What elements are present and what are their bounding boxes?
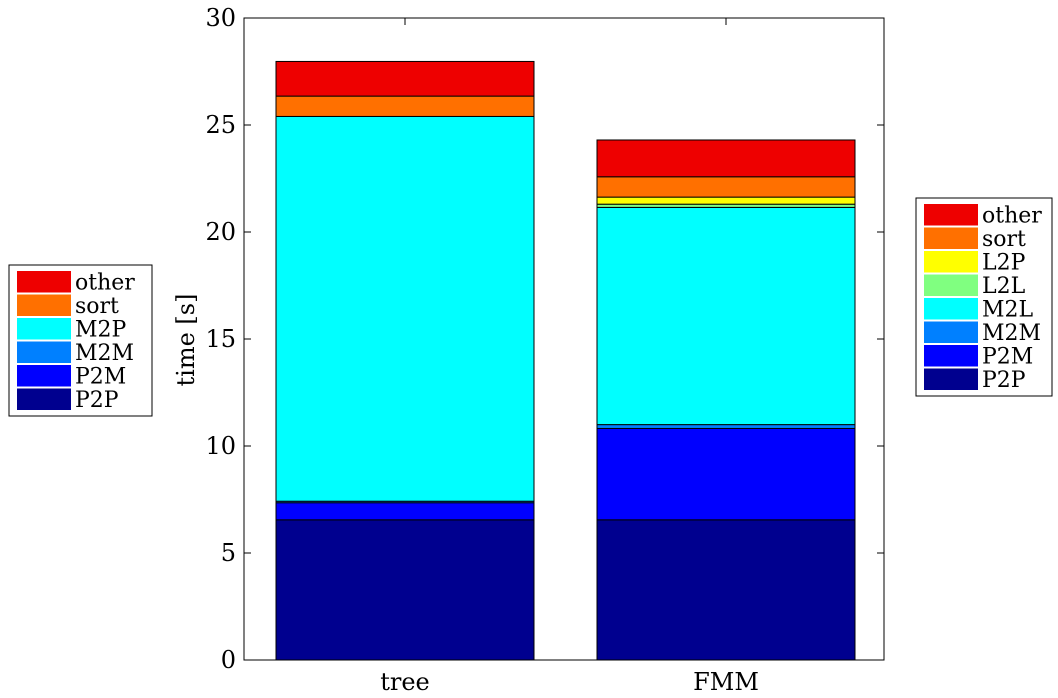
bar-segment-fmm-p2p: [596, 519, 856, 661]
legend-label-sort: sort: [982, 227, 1026, 252]
y-tick-label: 10: [205, 432, 236, 460]
axes: 0 5 10 15 20 25 30 tree FMM: [205, 4, 884, 696]
bar-segment-fmm-other: [596, 139, 856, 178]
legend-swatch-p2m: [17, 365, 71, 387]
legend-swatch-other: [17, 271, 71, 293]
legend-swatch-l2l: [924, 274, 978, 296]
legend-label-p2p: P2P: [75, 388, 119, 413]
bar-segment-tree-other: [275, 60, 535, 97]
bar-segment-tree-m2p: [275, 115, 535, 502]
legend-swatch-m2l: [924, 298, 978, 320]
legends: othersortM2PM2MP2MP2PothersortL2PL2LM2LM…: [8, 197, 1053, 417]
plot-frame: [243, 17, 885, 661]
x-tick-label-tree: tree: [380, 668, 430, 696]
legend-swatch-sort: [17, 294, 71, 316]
y-tick-label: 5: [221, 539, 236, 567]
legend-label-m2p: M2P: [75, 318, 127, 343]
legend-label-sort: sort: [75, 294, 119, 319]
bar-segment-fmm-m2l: [596, 206, 856, 426]
legend-label-other: other: [75, 271, 135, 296]
y-tick-label: 0: [221, 646, 236, 674]
legend-swatch-m2m: [17, 341, 71, 363]
legend-label-p2m: P2M: [982, 345, 1033, 370]
legend-label-l2l: L2L: [982, 274, 1026, 299]
legend-label-m2m: M2M: [75, 341, 134, 366]
bar-segment-fmm-p2m: [596, 427, 856, 521]
bar-segment-tree-sort: [275, 95, 535, 117]
legend-label-l2p: L2P: [982, 251, 1026, 276]
y-tick-label: 15: [205, 325, 236, 353]
plot-area-border: [243, 17, 885, 661]
legend-swatch-p2p: [924, 368, 978, 390]
x-tick-label-fmm: FMM: [693, 668, 759, 696]
legend-swatch-sort: [924, 227, 978, 249]
legend-label-p2m: P2M: [75, 365, 126, 390]
legend-swatch-m2p: [17, 318, 71, 340]
bars: [275, 60, 856, 661]
y-tick-label: 20: [205, 218, 236, 246]
bar-segment-tree-p2p: [275, 519, 535, 661]
bar-segment-tree-p2m: [275, 502, 535, 521]
y-tick-label: 30: [205, 4, 236, 32]
legend-label-m2m: M2M: [982, 321, 1041, 346]
bar-segment-fmm-sort: [596, 176, 856, 198]
legend-swatch-l2p: [924, 251, 978, 273]
legend-swatch-other: [924, 204, 978, 226]
legend-label-p2p: P2P: [982, 368, 1026, 393]
y-tick-label: 25: [205, 111, 236, 139]
legend-swatch-p2m: [924, 345, 978, 367]
legend-label-m2l: M2L: [982, 298, 1034, 323]
y-axis-label: time [s]: [172, 294, 200, 387]
legend-label-other: other: [982, 204, 1042, 229]
bar-segment-fmm-l2p: [596, 196, 856, 205]
bar-segment-fmm-m2m: [596, 424, 856, 429]
legend-swatch-p2p: [17, 388, 71, 410]
legend-swatch-m2m: [924, 321, 978, 343]
